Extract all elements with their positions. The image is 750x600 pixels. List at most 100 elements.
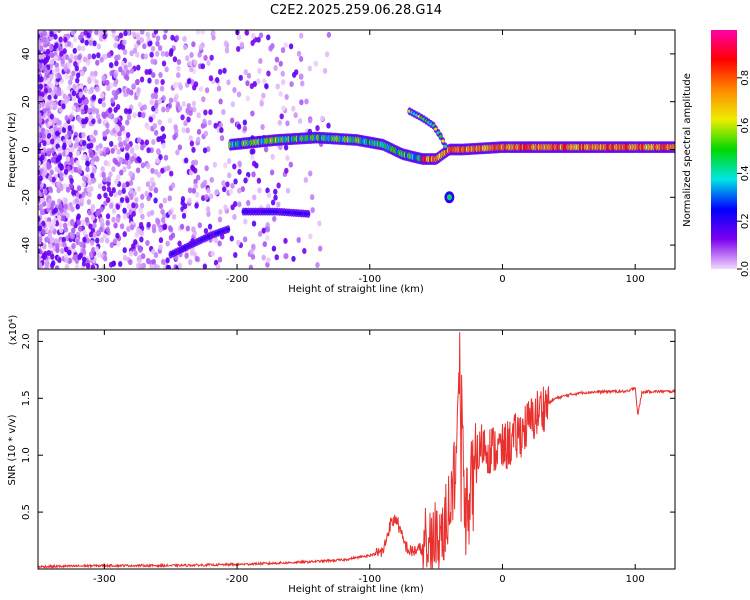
spectrogram-noise-cell — [146, 221, 151, 228]
spectrogram-noise-cell — [114, 60, 119, 67]
x-tick-label: 100 — [626, 274, 645, 285]
spectrogram-noise-cell — [317, 245, 323, 252]
spectrogram-noise-cell — [200, 63, 206, 70]
spectrogram-noise-cell — [224, 47, 230, 54]
spectrogram-noise-cell — [270, 42, 275, 49]
spectrogram-noise-cell — [155, 40, 160, 47]
spectrogram-noise-cell — [38, 44, 41, 51]
spectrogram-noise-cell — [39, 196, 45, 203]
spectrogram-noise-cell — [265, 226, 270, 233]
spectrogram-noise-cell — [82, 56, 88, 63]
spectrogram-noise-cell — [245, 95, 251, 102]
spectrogram-noise-cell — [40, 127, 46, 134]
spectrogram-noise-cell — [72, 83, 77, 90]
spectrogram-noise-cell — [53, 85, 58, 92]
spectrogram-noise-cell — [99, 56, 104, 63]
spectrogram-noise-cell — [184, 157, 189, 164]
spectrogram-noise-cell — [122, 247, 127, 254]
spectrogram-noise-cell — [68, 79, 73, 86]
spectrogram-noise-cell — [178, 84, 184, 91]
spectrogram-noise-cell — [152, 122, 158, 129]
spectrogram-feature-upper-branch — [443, 145, 448, 149]
spectrogram-noise-cell — [89, 70, 95, 77]
spectrogram-noise-cell — [78, 34, 83, 41]
spectrogram-noise-cell — [237, 168, 242, 175]
spectrogram-noise-cell — [213, 237, 219, 244]
spectrogram-noise-cell — [187, 187, 193, 194]
spectrogram-noise-cell — [95, 59, 100, 66]
spectrogram-noise-cell — [118, 141, 123, 148]
spectrogram-noise-cell — [160, 125, 165, 132]
spectrogram-noise-cell — [63, 203, 69, 210]
spectrogram-noise-cell — [207, 223, 213, 230]
spectrogram-noise-cell — [101, 74, 106, 81]
spectrogram-noise-cell — [191, 100, 197, 107]
spectrogram-noise-cell — [62, 241, 67, 248]
spectrogram-noise-cell — [251, 32, 256, 39]
spectrogram-noise-cell — [170, 34, 175, 41]
spectrogram-noise-cell — [87, 78, 92, 85]
spectrogram-noise-cell — [122, 231, 127, 238]
spectrogram-noise-cell — [137, 101, 143, 108]
spectrogram-noise-cell — [145, 31, 150, 38]
spectrogram-noise-cell — [193, 59, 198, 66]
spectrogram-noise-cell — [157, 45, 163, 52]
spectrogram-noise-cell — [129, 146, 135, 153]
spectrogram-noise-cell — [148, 185, 154, 192]
spectrogram-noise-cell — [40, 101, 46, 108]
spectrogram-y-ticks: -40 -20 0 20 40 — [21, 48, 675, 253]
spectrogram-noise-cell — [270, 153, 275, 160]
spectrogram-noise-cell — [284, 253, 289, 260]
spectrogram-noise-cell — [95, 210, 100, 217]
spectrogram-noise-cell — [189, 66, 194, 73]
spectrogram-noise-cell — [326, 122, 331, 129]
spectrogram-noise-cell — [126, 114, 132, 121]
spectrogram-noise-cell — [102, 233, 108, 240]
y-tick-label: 0 — [21, 146, 32, 152]
spectrogram-noise-cell — [265, 187, 270, 194]
spectrogram-noise-cell — [168, 97, 174, 104]
spectrogram-noise-cell — [99, 236, 105, 243]
spectrogram-noise-cell — [77, 168, 83, 175]
spectrogram-noise-cell — [89, 239, 95, 246]
spectrogram-noise-cell — [118, 261, 123, 268]
spectrogram-noise-cell — [181, 127, 186, 134]
spectrogram-noise-cell — [153, 102, 159, 109]
spectrogram-noise-cell — [205, 206, 211, 213]
spectrogram-noise-cell — [53, 207, 58, 214]
spectrogram-noise-cell — [56, 137, 61, 144]
spectrogram-noise-cell — [273, 188, 278, 195]
spectrogram-noise-cell — [42, 243, 47, 250]
spectrogram-noise-cell — [80, 70, 85, 77]
spectrogram-noise-cell — [232, 214, 237, 221]
spectrogram-noise-cell — [41, 220, 46, 227]
spectrogram-noise-cell — [78, 91, 83, 98]
spectrogram-noise-cell — [66, 40, 72, 47]
spectrogram-noise-cell — [230, 101, 236, 108]
spectrogram-noise-cell — [105, 213, 111, 220]
snr-series-line — [38, 332, 675, 569]
spectrogram-noise-cell — [63, 197, 68, 204]
spectrogram-noise-cell — [83, 87, 88, 94]
spectrogram-noise-cell — [38, 33, 41, 40]
spectrogram-noise-cell — [173, 81, 179, 88]
spectrogram-noise-cell — [308, 233, 313, 240]
spectrogram-noise-cell — [86, 107, 92, 114]
spectrogram-noise-cell — [299, 99, 304, 106]
spectrogram-noise-cell — [126, 143, 131, 150]
spectrogram-noise-cell — [96, 52, 101, 59]
spectrogram-noise-cell — [58, 36, 63, 43]
spectrogram-noise-cell — [44, 262, 49, 269]
spectrogram-noise-cell — [92, 167, 97, 174]
spectrogram-noise-cell — [91, 106, 96, 113]
x-tick-label: 0 — [499, 574, 505, 585]
spectrogram-noise-cell — [95, 113, 101, 120]
spectrogram-noise-cell — [38, 160, 41, 167]
spectrogram-feature-lower-branch — [226, 227, 230, 231]
spectrogram-noise-cell — [221, 108, 226, 115]
spectrogram-noise-cell — [89, 252, 94, 259]
spectrogram-noise-cell — [70, 146, 75, 153]
spectrogram-noise-cell — [70, 233, 75, 240]
spectrogram-noise-cell — [46, 162, 51, 169]
spectrogram-noise-cell — [73, 60, 78, 67]
